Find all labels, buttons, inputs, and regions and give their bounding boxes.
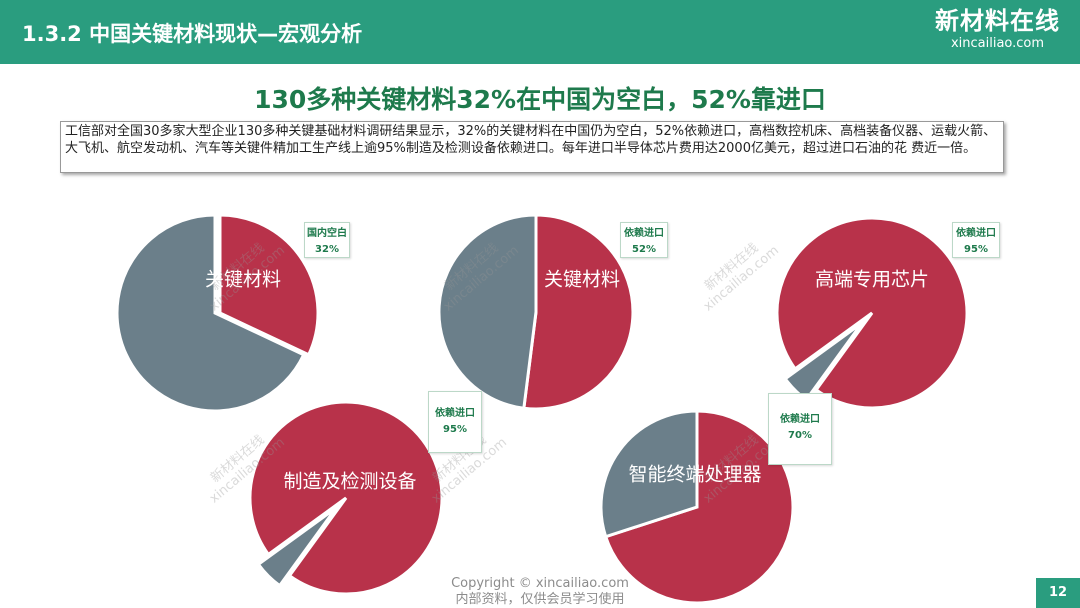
- pie-callout: 国内空白 32%: [304, 222, 350, 258]
- pie-slice-highlight: [248, 400, 444, 596]
- pie-callout: 依赖进口 52%: [620, 222, 668, 258]
- pie-slice-highlight: [522, 213, 635, 411]
- header-bar: 1.3.2 中国关键材料现状—宏观分析 新材料在线 xincailiao.com: [0, 0, 1080, 64]
- pie-slice-other: [437, 213, 538, 410]
- copyright-text: Copyright © xincailiao.com: [451, 576, 629, 591]
- pie-slice-other: [599, 409, 699, 539]
- logo-text-en: xincailiao.com: [950, 36, 1045, 51]
- page-title: 1.3.2 中国关键材料现状—宏观分析: [22, 22, 363, 46]
- footer: Copyright © xincailiao.com 内部资料，仅供会员学习使用: [0, 576, 1080, 608]
- pie-slice-highlight: [603, 409, 795, 605]
- pie-title: 高端专用芯片: [814, 268, 930, 291]
- page-number: 12: [1036, 578, 1080, 608]
- pie-title: 关键材料: [204, 268, 282, 291]
- description-box: 工信部对全国30多家大型企业130多种关键基础材料调研结果显示，32%的关键材料…: [60, 121, 1004, 173]
- brand-logo: 新材料在线 xincailiao.com: [935, 6, 1060, 51]
- logo-text-cn: 新材料在线: [935, 7, 1060, 35]
- slide-headline: 130多种关键材料32%在中国为空白，52%靠进口: [254, 85, 826, 114]
- pie-title: 关键材料: [543, 268, 621, 291]
- pie-slice-other: [115, 213, 306, 413]
- footer-note: 内部资料，仅供会员学习使用: [455, 592, 625, 607]
- pie-title: 制造及检测设备: [283, 470, 417, 493]
- pie-callout: 依赖进口 70%: [768, 393, 832, 465]
- pie-callout: 依赖进口 95%: [428, 391, 482, 453]
- pie-title: 智能终端处理器: [628, 463, 762, 486]
- pie-slice-highlight: [218, 213, 320, 357]
- pie-callout: 依赖进口 95%: [952, 222, 1000, 258]
- pie-slice-highlight: [775, 216, 969, 410]
- pie-slice-other: [256, 506, 338, 588]
